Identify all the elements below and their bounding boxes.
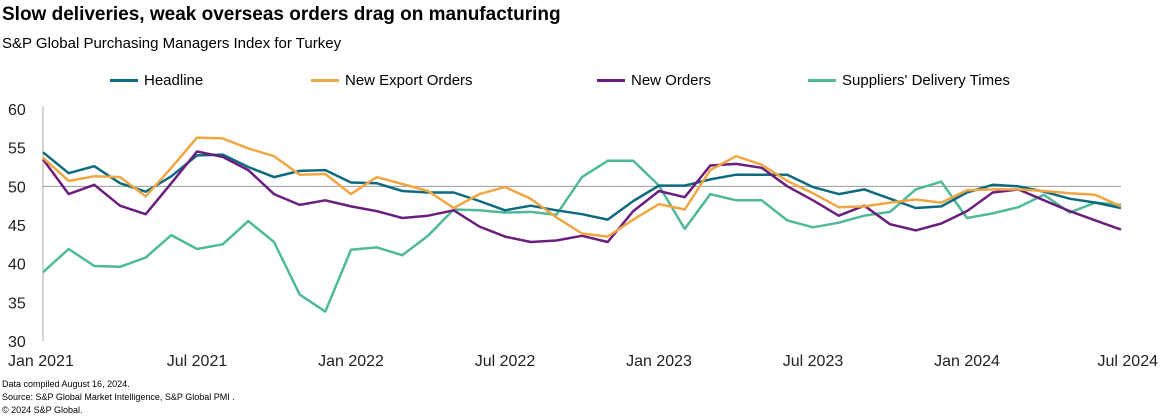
series-line-suppliers-delivery-times — [42, 159, 1122, 313]
footnote-data-compiled: Data compiled August 16, 2024. — [2, 379, 130, 389]
footnote-source: Source: S&P Global Market Intelligence, … — [2, 392, 235, 402]
legend-item-new-export-orders: New Export Orders — [311, 72, 473, 89]
x-tick-label: Jul 2023 — [783, 353, 844, 370]
legend-item-headline: Headline — [110, 72, 203, 89]
x-tick-label: Jan 2024 — [934, 353, 1000, 370]
legend-label: Headline — [144, 72, 204, 89]
legend-label: Suppliers' Delivery Times — [842, 72, 1010, 89]
y-tick-label: 60 — [8, 102, 26, 119]
y-tick-label: 50 — [8, 179, 26, 196]
footnote-copyright: © 2024 S&P Global. — [2, 405, 83, 415]
y-tick-label: 45 — [8, 218, 26, 235]
y-tick-label: 40 — [8, 257, 26, 274]
legend-swatch — [808, 79, 836, 82]
x-tick-label: Jul 2022 — [475, 353, 536, 370]
legend-item-suppliers-delivery-times: Suppliers' Delivery Times — [808, 72, 1010, 89]
x-tick-label: Jul 2021 — [167, 353, 228, 370]
legend-label: New Orders — [631, 72, 712, 89]
series-line-new-orders — [41, 150, 1122, 244]
chart-subtitle: S&P Global Purchasing Managers Index for… — [2, 35, 342, 52]
legend-swatch — [311, 79, 339, 82]
x-tick-label: Jan 2021 — [8, 353, 74, 370]
series-line-headline — [42, 151, 1122, 221]
x-tick-label: Jan 2023 — [626, 353, 692, 370]
series-line-new-export-orders — [42, 136, 1122, 238]
x-tick-label: Jan 2022 — [318, 353, 384, 370]
y-tick-label: 35 — [8, 295, 26, 312]
legend: Headline New Export Orders New Orders Su… — [0, 72, 1162, 92]
legend-swatch — [110, 79, 138, 82]
chart-title: Slow deliveries, weak overseas orders dr… — [2, 4, 561, 25]
y-tick-label: 55 — [8, 141, 26, 158]
legend-label: New Export Orders — [345, 72, 473, 89]
legend-swatch — [597, 79, 625, 82]
legend-item-new-orders: New Orders — [597, 72, 711, 89]
y-tick-label: 30 — [8, 334, 26, 351]
x-tick-label: Jul 2024 — [1098, 353, 1159, 370]
